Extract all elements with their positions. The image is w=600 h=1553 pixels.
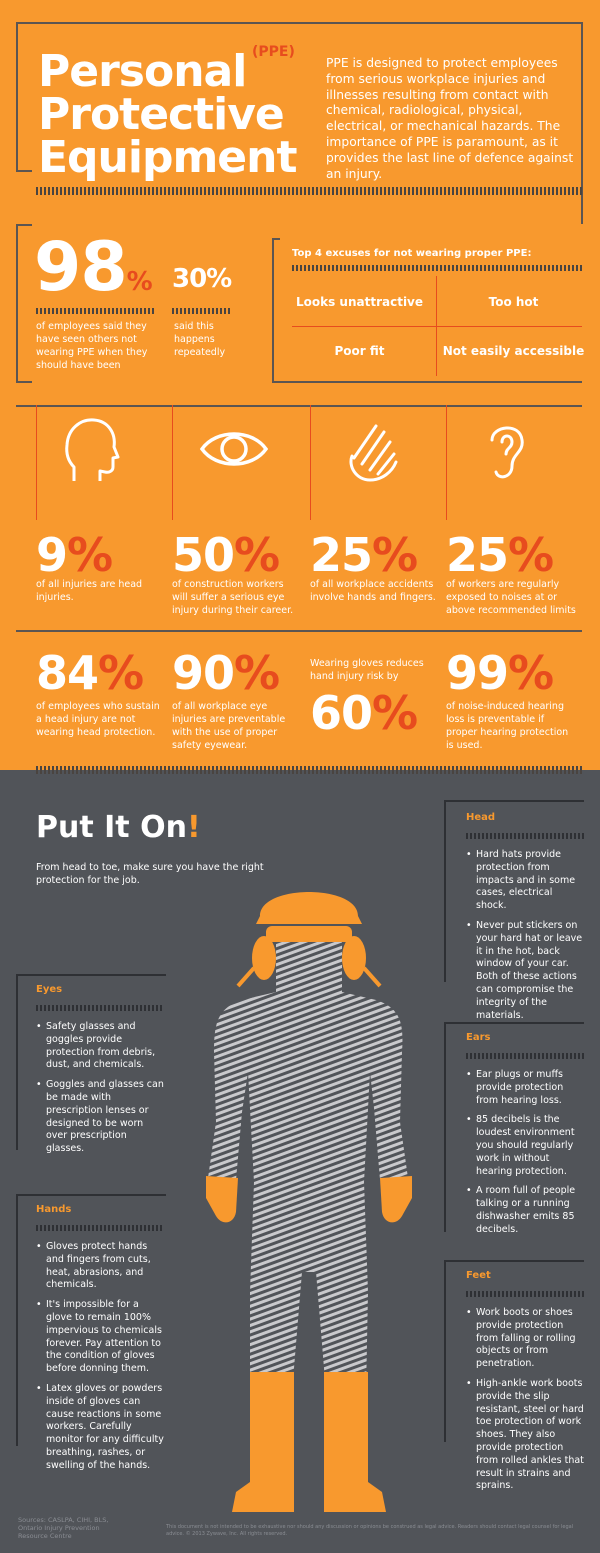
divider <box>292 265 582 271</box>
eyes-item: Safety glasses and goggles provide prote… <box>36 1021 166 1072</box>
title-line3: Equipment <box>38 132 298 183</box>
ears-item: A room full of people talking or a runni… <box>466 1185 584 1236</box>
sources: Sources: CASLPA, CIHI, BLS, Ontario Inju… <box>18 1516 109 1540</box>
frame-line <box>272 238 280 240</box>
hand-icon <box>349 424 398 482</box>
feet-heading: Feet <box>466 1270 491 1281</box>
ears-item: 85 decibels is the loudest environment y… <box>466 1114 584 1178</box>
feet-item: Work boots or shoes provide protection f… <box>466 1307 584 1371</box>
stat-ear-99-text: of noise-induced hearing loss is prevent… <box>446 701 569 751</box>
ppe-tag: (PPE) <box>252 44 295 60</box>
stat-ear-25: 25% <box>446 528 554 582</box>
orange-section <box>0 0 600 770</box>
stat-hand-25: 25% <box>310 528 418 582</box>
frame-line <box>36 405 37 520</box>
frame-line <box>272 381 582 383</box>
stat-eye-90: 90% <box>172 646 280 700</box>
disclaimer: This document is not intended to be exha… <box>166 1524 574 1537</box>
stat-head-9-text: of all injuries are head injuries. <box>36 579 143 603</box>
ears-item: Ear plugs or muffs provide protection fr… <box>466 1069 584 1107</box>
grid-line <box>292 326 582 327</box>
stat-30: 30% <box>172 264 232 294</box>
feet-item: High-ankle work boots provide the slip r… <box>466 1378 584 1493</box>
divider <box>36 766 582 774</box>
divider <box>36 187 582 195</box>
stat-hand-25-text: of all workplace accidents involve hands… <box>310 579 436 603</box>
stat-ear-99: 99% <box>446 646 554 700</box>
ear-icon <box>490 426 524 479</box>
divider <box>172 308 232 314</box>
intro-text: PPE is designed to protect employees fro… <box>326 56 574 181</box>
stat-eye-90-text: of all workplace eye injuries are preven… <box>172 701 286 751</box>
frame-line <box>16 224 18 382</box>
feet-box: Feet Work boots or shoes provide protect… <box>444 1260 584 1491</box>
excuse-1: Looks unattractive <box>295 295 424 309</box>
frame-line <box>16 630 582 632</box>
worker-figure <box>206 892 412 1512</box>
frame-line <box>16 170 32 172</box>
eyes-heading: Eyes <box>36 984 63 995</box>
stat-98: 98% <box>34 228 153 307</box>
stat-head-84-text: of employees who sustain a head injury a… <box>36 701 160 738</box>
stat-eye-50: 50% <box>172 528 280 582</box>
stat-head-84: 84% <box>36 646 144 700</box>
put-it-on-title: Put It On! <box>36 810 201 845</box>
stat-30-text: said this happens repeatedly <box>174 321 226 358</box>
frame-line <box>16 381 32 383</box>
frame-line <box>581 22 583 224</box>
put-it-on-sub: From head to toe, make sure you have the… <box>36 862 264 886</box>
divider <box>466 1291 584 1297</box>
stat-hand-60: 60% <box>310 686 418 740</box>
frame-line <box>446 405 447 520</box>
frame-line <box>16 22 18 170</box>
grid-line <box>436 276 437 376</box>
frame-line <box>172 405 173 520</box>
divider <box>36 1005 164 1011</box>
stat-eye-50-text: of construction workers will suffer a se… <box>172 579 294 616</box>
hands-item: Latex gloves or powders inside of gloves… <box>36 1383 166 1473</box>
hands-heading: Hands <box>36 1204 72 1215</box>
frame-line <box>16 405 582 407</box>
divider <box>466 833 584 839</box>
excuse-3: Poor fit <box>334 344 385 358</box>
divider <box>466 1053 584 1059</box>
hands-box: Hands Gloves protect hands and fingers f… <box>16 1194 166 1471</box>
ears-heading: Ears <box>466 1032 491 1043</box>
head-item: Never put stickers on your hard hat or l… <box>466 920 584 1022</box>
frame-line <box>310 405 311 520</box>
eyes-box: Eyes Safety glasses and goggles provide … <box>16 974 166 1154</box>
head-heading: Head <box>466 812 496 823</box>
excuse-2: Too hot <box>488 295 539 309</box>
stat-head-9: 9% <box>36 528 113 582</box>
divider <box>36 308 156 314</box>
stat-98-text: of employees said they have seen others … <box>36 321 148 371</box>
title-line1: Personal <box>38 46 247 97</box>
head-item: Hard hats provide protection from impact… <box>466 849 584 913</box>
stat-ear-25-text: of workers are regularly exposed to nois… <box>446 579 576 616</box>
title-line2: Protective <box>38 89 285 140</box>
excuse-4: Not easily accessible <box>442 344 585 358</box>
divider <box>36 1225 164 1231</box>
head-icon <box>65 418 120 481</box>
hands-item: Gloves protect hands and fingers from cu… <box>36 1241 166 1292</box>
frame-line <box>16 224 32 226</box>
eye-icon <box>199 432 269 466</box>
eyes-item: Goggles and glasses can be made with pre… <box>36 1079 166 1156</box>
excuses-heading: Top 4 excuses for not wearing proper PPE… <box>292 248 532 259</box>
hands-item: It's impossible for a glove to remain 10… <box>36 1299 166 1376</box>
ears-box: Ears Ear plugs or muffs provide protecti… <box>444 1022 584 1235</box>
head-box: Head Hard hats provide protection from i… <box>444 800 584 1021</box>
stat-hand-60-text: Wearing gloves reduces hand injury risk … <box>310 658 424 682</box>
frame-line <box>272 238 274 382</box>
frame-line <box>16 22 582 24</box>
